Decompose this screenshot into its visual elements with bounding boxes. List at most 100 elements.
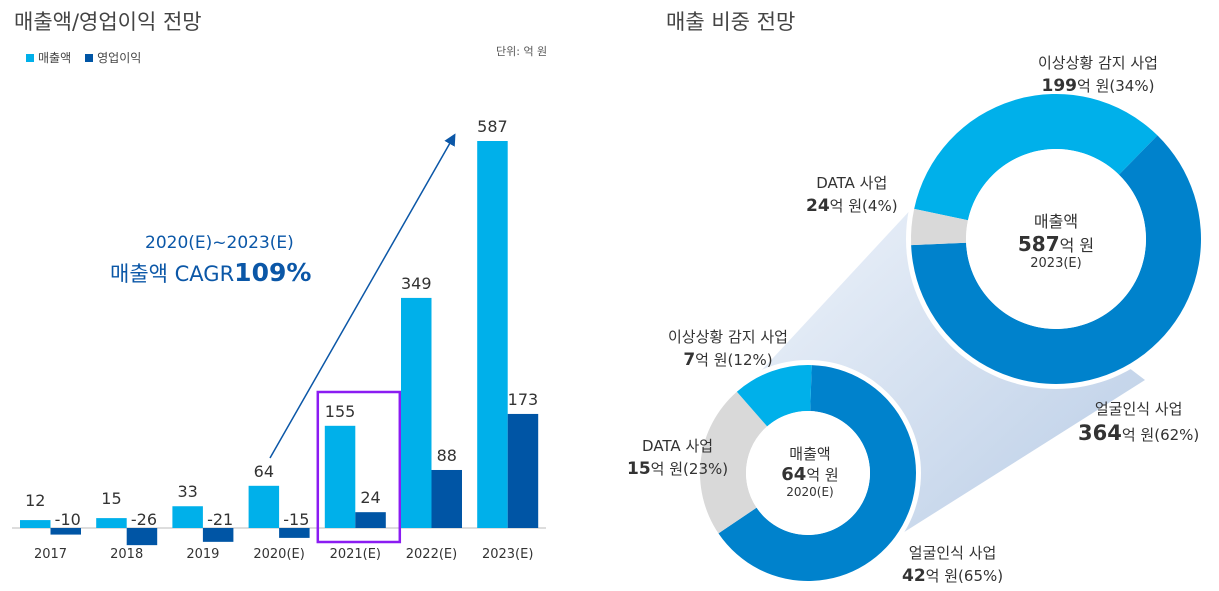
label-pct: (65%) xyxy=(958,567,1004,585)
label-value: 364 xyxy=(1078,421,1122,445)
data-label: 587 xyxy=(477,117,508,136)
label-value: 15 xyxy=(627,459,651,479)
cagr-prefix: 매출액 CAGR xyxy=(110,262,235,286)
data-label: 173 xyxy=(508,390,539,409)
center-value: 587 xyxy=(1017,232,1060,256)
data-label: 349 xyxy=(401,274,432,293)
data-label: -15 xyxy=(283,510,309,529)
big-label-face: 얼굴인식 사업 364억 원(62%) xyxy=(1078,398,1199,445)
data-label: 33 xyxy=(177,482,197,501)
label-unit: 억 원 xyxy=(650,460,684,478)
legend-swatch-revenue xyxy=(26,53,34,62)
donut-hole xyxy=(746,411,870,535)
x-tick-label: 2019 xyxy=(186,547,219,562)
bar-profit xyxy=(126,528,158,546)
bar-profit xyxy=(431,469,462,528)
x-tick-label: 2021(E) xyxy=(330,547,381,562)
bar-profit xyxy=(50,528,81,535)
label-name: 이상상황 감지 사업 xyxy=(1038,54,1158,72)
data-label: 15 xyxy=(101,489,121,508)
cagr-value: 109% xyxy=(234,258,312,287)
bar-profit xyxy=(279,528,310,538)
label-value: 7 xyxy=(683,350,696,370)
label-unit: 억 원 xyxy=(925,567,959,585)
center-year: 2023(E) xyxy=(1030,256,1082,271)
center-year: 2020(E) xyxy=(786,485,834,499)
small-donut-center: 매출액 64억 원 2020(E) xyxy=(755,443,865,499)
x-tick-label: 2020(E) xyxy=(253,547,304,562)
small-label-face: 얼굴인식 사업 42억 원(65%) xyxy=(902,542,1003,586)
label-pct: (34%) xyxy=(1109,77,1155,95)
label-pct: (4%) xyxy=(862,197,898,215)
label-name: 이상상황 감지 사업 xyxy=(668,328,788,346)
small-label-data: DATA 사업 15억 원(23%) xyxy=(627,435,728,479)
data-label: -26 xyxy=(131,510,157,529)
data-label: 64 xyxy=(254,462,274,481)
label-unit: 억 원 xyxy=(695,351,728,369)
data-label: 12 xyxy=(25,491,45,510)
label-pct: (62%) xyxy=(1154,426,1200,444)
center-value: 64 xyxy=(781,464,807,485)
donut-slice xyxy=(700,391,768,534)
small-label-anomaly: 이상상황 감지 사업 7억 원(12%) xyxy=(668,326,788,370)
x-tick-label: 2022(E) xyxy=(406,547,457,562)
data-label: -21 xyxy=(207,510,233,529)
label-value: 199 xyxy=(1041,76,1078,96)
cagr-arrow xyxy=(269,133,456,459)
bar-profit xyxy=(202,528,234,542)
highlight-box xyxy=(316,390,402,544)
data-label: 155 xyxy=(325,402,356,421)
donut-slice xyxy=(911,208,968,246)
donut-slice xyxy=(911,135,1201,384)
data-label: -10 xyxy=(55,510,81,529)
bar-revenue xyxy=(248,485,280,528)
label-pct: (12%) xyxy=(727,351,773,369)
legend-swatch-profit xyxy=(85,53,94,62)
donut-slice xyxy=(736,365,812,427)
bar-revenue xyxy=(477,141,508,528)
x-tick-label: 2023(E) xyxy=(482,547,533,562)
cagr-label: 매출액 CAGR109% xyxy=(110,258,311,288)
label-name: 얼굴인식 사업 xyxy=(1094,400,1183,418)
bar-profit xyxy=(507,413,539,528)
x-tick-label: 2017 xyxy=(34,547,67,562)
big-donut-center: 매출액 587억 원 2023(E) xyxy=(996,208,1116,271)
center-title: 매출액 xyxy=(1033,212,1079,231)
bar-chart-title: 매출액/영업이익 전망 xyxy=(14,10,202,34)
unit-label: 단위: 억 원 xyxy=(496,45,548,58)
legend-label-revenue: 매출액 xyxy=(38,51,72,65)
label-name: 얼굴인식 사업 xyxy=(908,544,997,562)
label-value: 42 xyxy=(902,566,926,586)
label-name: DATA 사업 xyxy=(816,174,888,192)
center-unit: 억 원 xyxy=(1059,236,1095,255)
label-unit: 억 원 xyxy=(1121,426,1155,444)
label-value: 24 xyxy=(806,196,830,216)
legend: 매출액 영업이익 xyxy=(26,49,141,66)
donut-hole xyxy=(966,149,1146,329)
center-unit: 억 원 xyxy=(806,466,839,484)
data-label: 88 xyxy=(437,446,457,465)
x-tick-label: 2018 xyxy=(110,547,143,562)
label-name: DATA 사업 xyxy=(642,437,714,455)
label-unit: 억 원 xyxy=(829,197,863,215)
donut-slice xyxy=(914,93,1158,221)
cagr-period: 2020(E)~2023(E) xyxy=(145,233,294,253)
bar-revenue xyxy=(401,297,432,528)
label-unit: 억 원 xyxy=(1077,77,1110,95)
legend-label-profit: 영업이익 xyxy=(97,51,142,65)
big-label-anomaly: 이상상황 감지 사업 199억 원(34%) xyxy=(1038,52,1158,96)
bar-revenue xyxy=(172,506,203,528)
donut-slice xyxy=(718,365,917,581)
data-label: 24 xyxy=(360,488,380,507)
big-label-data: DATA 사업 24억 원(4%) xyxy=(806,172,898,216)
bar-revenue xyxy=(324,425,356,528)
bar-profit xyxy=(355,512,386,528)
label-pct: (23%) xyxy=(683,460,729,478)
bar-revenue xyxy=(96,518,127,528)
center-title: 매출액 xyxy=(789,445,831,463)
bar-revenue xyxy=(20,520,51,528)
donut-chart-title: 매출 비중 전망 xyxy=(666,10,796,34)
bar-chart: 12 -10 2017 15 -26 2018 33 -21 2019 64 -15 2020(E) 1… xyxy=(12,117,546,562)
